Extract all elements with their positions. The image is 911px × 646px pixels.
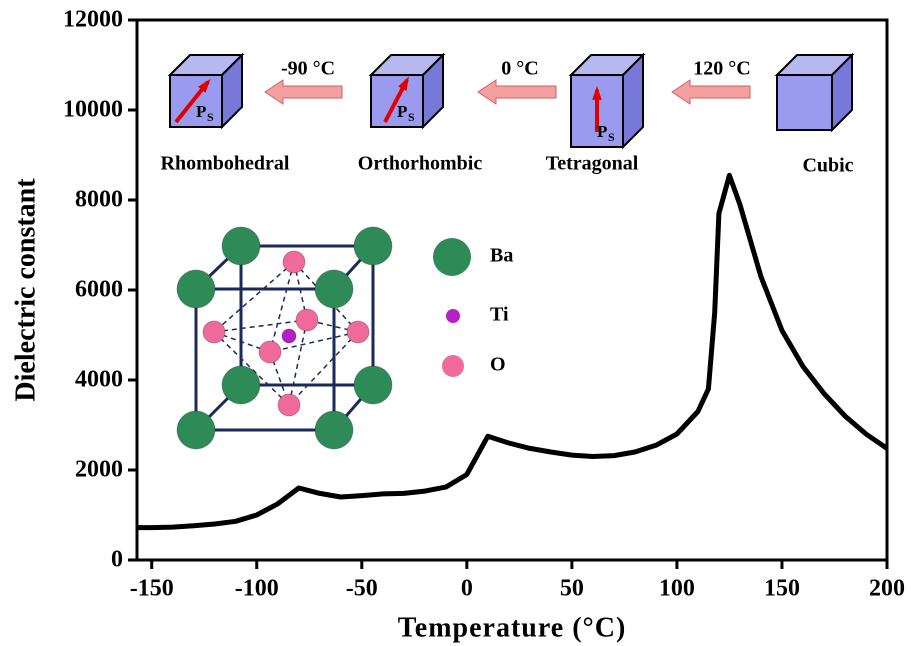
phase-label: Rhombohedral [161,153,290,175]
ti-atom [282,329,296,343]
ba-atom [222,227,260,265]
ps-symbol: P [397,102,407,121]
transition-label: 120 °C [693,58,750,80]
legend-marker [433,238,471,276]
x-tick-label: 200 [869,576,905,602]
cube-front [777,75,832,130]
phase-label: Cubic [802,155,853,177]
transition-arrow [478,80,556,104]
bond-line [214,262,294,332]
y-tick-label: 4000 [75,367,123,393]
legend-marker [442,355,464,377]
ba-atom [354,366,392,404]
x-tick-label: 150 [764,576,800,602]
o-atom [347,321,369,343]
o-atom [203,321,225,343]
ba-atom [315,270,353,308]
transition-label: -90 °C [281,58,335,80]
y-tick-label: 0 [111,547,123,573]
ba-atom [222,366,260,404]
o-atom [296,309,318,331]
y-tick-label: 2000 [75,457,123,483]
y-tick-label: 8000 [75,187,123,213]
phase-label: Orthorhombic [358,153,483,175]
y-tick-label: 6000 [75,277,123,303]
y-tick-label: 12000 [63,7,123,33]
legend-label: Ba [490,245,513,267]
ps-subscript: S [207,110,214,124]
x-axis-label: Temperature (°C) [398,612,627,643]
x-tick-label: 50 [560,576,584,602]
ba-atom [177,411,215,449]
o-atom [259,341,281,363]
ps-subscript: S [408,110,415,124]
legend-marker [446,309,460,323]
phase-label: Tetragonal [546,153,639,175]
o-atom [283,251,305,273]
x-tick-label: 0 [461,576,473,602]
legend-label: Ti [490,304,509,326]
crystal-structure [177,227,392,449]
x-tick-label: -100 [235,576,279,602]
ps-symbol: P [196,102,206,121]
chart: Temperature (°C) Dielectric constant 0 20… [0,0,911,646]
o-atom [278,394,300,416]
legend-label: O [490,354,506,376]
ps-symbol: P [597,122,607,141]
y-axis-label: Dielectric constant [10,178,41,402]
ba-atom [354,227,392,265]
ba-atom [177,270,215,308]
ba-atom [315,411,353,449]
x-tick-label: 100 [659,576,695,602]
bond-line [289,332,358,405]
data-line [137,175,887,527]
transition-arrow [672,80,750,104]
y-tick-label: 10000 [63,97,123,123]
x-tick-label: -50 [346,576,378,602]
ps-subscript: S [608,130,615,144]
x-tick-label: -150 [130,576,174,602]
transition-arrow [265,80,342,104]
unit-cell [777,55,852,130]
transition-label: 0 °C [501,58,538,80]
